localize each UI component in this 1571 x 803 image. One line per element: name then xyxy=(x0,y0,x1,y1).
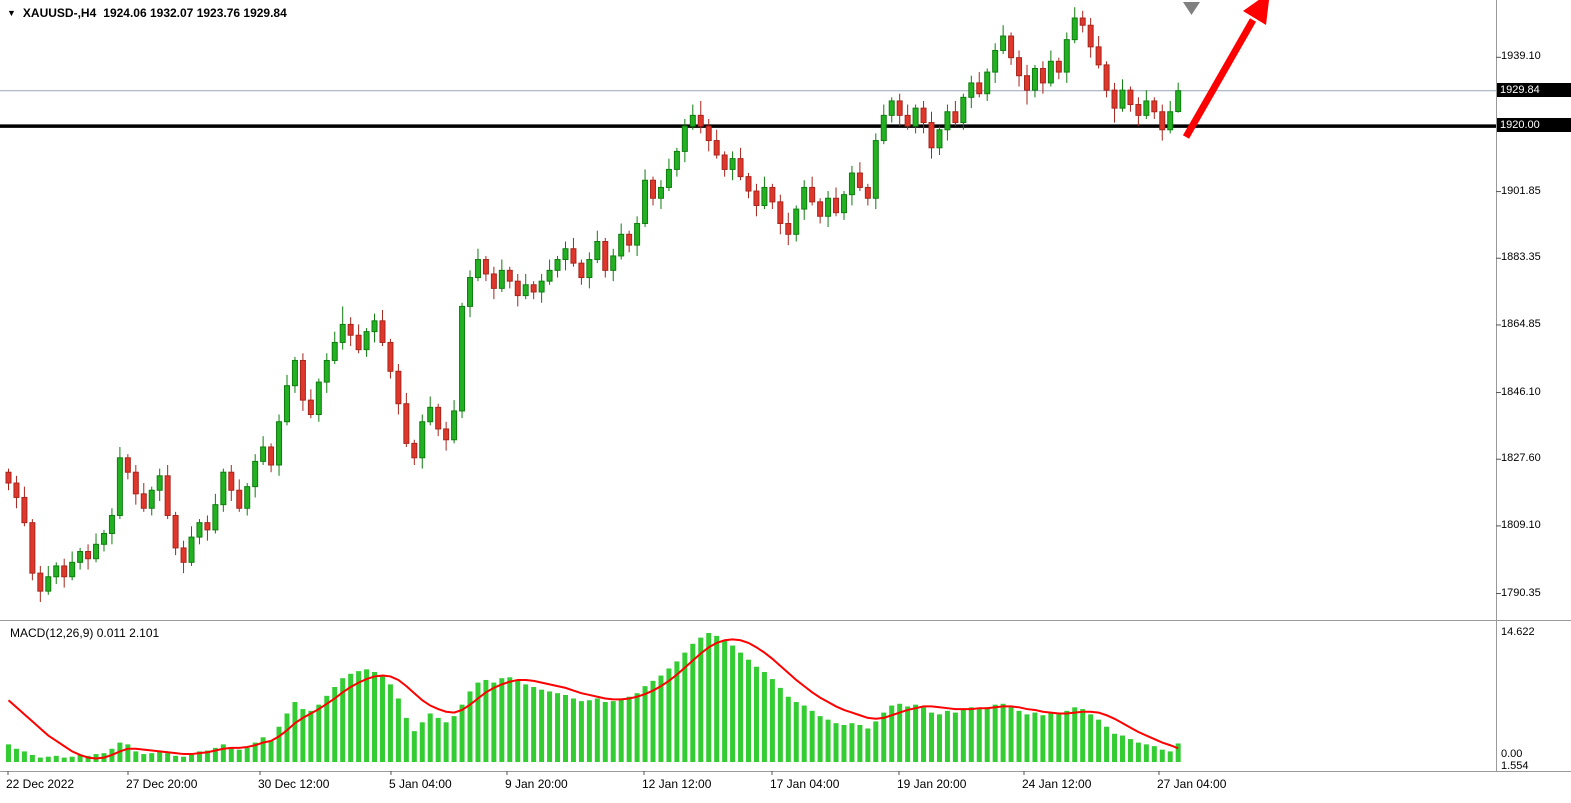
time-tick-label: 24 Jan 12:00 xyxy=(1022,777,1092,791)
price-tick-label: 1939.10 xyxy=(1501,50,1541,63)
time-tick-label: 27 Dec 20:00 xyxy=(126,777,198,791)
macd-layer xyxy=(6,633,1181,762)
macd-axis-label: 0.00 xyxy=(1501,748,1523,760)
price-tick-label: 1809.10 xyxy=(1501,518,1541,531)
candles-layer xyxy=(5,7,1182,602)
time-tick-label: 27 Jan 04:00 xyxy=(1157,777,1227,791)
price-tick-label: 1901.85 xyxy=(1501,184,1541,197)
time-tick-label: 19 Jan 20:00 xyxy=(897,777,967,791)
price-tick-label: 1827.60 xyxy=(1501,452,1541,465)
price-tick-label: 1864.85 xyxy=(1501,317,1541,330)
price-axis[interactable]: 1939.10 1901.85 1883.35 1864.85 1846.10 1827.… xyxy=(1497,0,1571,772)
macd-axis-label: 1.554 xyxy=(1501,760,1529,772)
macd-signal-line xyxy=(7,638,1179,760)
price-badge: 1929.84 xyxy=(1497,82,1571,97)
time-axis[interactable]: 22 Dec 2022 27 Dec 20:00 30 Dec 12:00 5 Jan… xyxy=(0,771,1571,803)
macd-axis-label: 14.622 xyxy=(1501,626,1535,638)
symbol-info-bar: ▼ XAUUSD-,H4 1924.06 1932.07 1923.76 192… xyxy=(7,6,287,20)
time-tick-label: 22 Dec 2022 xyxy=(6,777,75,791)
symbol-name: XAUUSD-,H4 xyxy=(22,6,97,20)
indicator-label: MACD(12,26,9) 0.011 2.101 xyxy=(10,626,160,640)
marker-triangle-icon[interactable] xyxy=(1183,2,1200,15)
trend-arrow[interactable] xyxy=(1182,0,1270,139)
price-tick-label: 1883.35 xyxy=(1501,251,1541,264)
price-tick-label: 1790.35 xyxy=(1501,586,1541,599)
ohlc-values: 1924.06 1932.07 1923.76 1929.84 xyxy=(103,6,287,20)
dropdown-triangle-icon[interactable]: ▼ xyxy=(7,8,16,18)
time-tick-label: 17 Jan 04:00 xyxy=(770,777,840,791)
price-badge: 1920.00 xyxy=(1497,118,1571,133)
time-tick-label: 12 Jan 12:00 xyxy=(642,777,712,791)
time-tick-label: 9 Jan 20:00 xyxy=(505,777,568,791)
price-tick-label: 1846.10 xyxy=(1501,385,1541,398)
time-tick-label: 5 Jan 04:00 xyxy=(389,777,452,791)
time-tick-label: 30 Dec 12:00 xyxy=(258,777,330,791)
